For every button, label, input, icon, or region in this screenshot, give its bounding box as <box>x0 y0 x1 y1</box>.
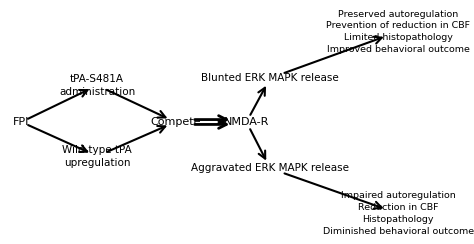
Text: FPI: FPI <box>13 117 29 127</box>
Text: tPA-S481A
administration: tPA-S481A administration <box>59 74 135 97</box>
Text: Compete: Compete <box>150 117 201 127</box>
Text: Impaired autoregulation
Reduction in CBF
Histopathology
Diminished behavioral ou: Impaired autoregulation Reduction in CBF… <box>323 191 474 236</box>
Text: Blunted ERK MAPK release: Blunted ERK MAPK release <box>201 73 339 83</box>
Text: Wild-type tPA
upregulation: Wild-type tPA upregulation <box>62 144 132 168</box>
Text: NMDA-R: NMDA-R <box>224 117 269 127</box>
Text: Preserved autoregulation
Prevention of reduction in CBF
Limited histopathology
I: Preserved autoregulation Prevention of r… <box>326 10 470 54</box>
Text: Aggravated ERK MAPK release: Aggravated ERK MAPK release <box>191 163 349 173</box>
